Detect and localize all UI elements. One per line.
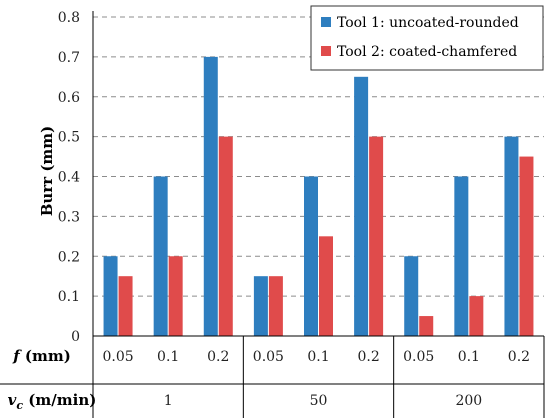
svg-text:vc (m/min): vc (m/min) [8,391,97,412]
bar-series-2 [419,316,434,336]
legend-swatch-tool-2 [321,46,331,56]
f-tick-label: 0.05 [403,349,434,365]
bar-series-1 [203,56,218,336]
y-tick-label: 0.3 [58,209,80,225]
bar-series-2 [218,136,233,336]
legend-label-tool-2: Tool 2: coated-chamfered [337,44,517,60]
f-tick-label: 0.1 [307,349,329,365]
bar-series-1 [153,176,168,336]
y-tick-label: 0.4 [58,170,80,186]
bars [103,56,534,336]
y-tick-label: 0.2 [58,249,80,265]
bar-series-2 [369,136,384,336]
y-tick-label: 0.1 [58,289,80,305]
f-tick-label: 0.2 [357,349,379,365]
vc-subscript: c [16,399,23,412]
f-tick-label: 0.1 [458,349,480,365]
y-tick-label: 0.5 [58,130,80,146]
f-row-label: f (mm) [12,347,71,365]
bar-series-2 [118,276,133,336]
f-unit: (mm) [20,347,71,365]
vc-tick-label: 1 [164,393,173,409]
legend-box [310,5,544,71]
y-tick-label: 0 [71,329,80,345]
bar-series-2 [469,296,484,336]
y-tick-label: 0.8 [58,10,80,26]
axes [92,11,544,337]
bar-series-2 [319,236,333,336]
svg-text:f (mm): f (mm) [12,347,71,365]
vc-row-label: vc (m/min) [8,391,97,412]
y-axis-title: Burr (mm) [38,126,56,217]
bar-series-2 [268,276,283,336]
bar-series-1 [103,256,118,336]
vc-symbol: v [8,391,17,409]
bar-series-1 [253,276,268,336]
legend-swatch-tool-1 [321,17,331,27]
legend-label-tool-1: Tool 1: uncoated-rounded [337,15,519,31]
bar-series-2 [168,256,183,336]
y-tick-label: 0.7 [58,50,80,66]
bar-series-1 [454,176,469,336]
legend: Tool 1: uncoated-rounded Tool 2: coated-… [310,5,544,71]
f-tick-label: 0.2 [207,349,229,365]
bar-series-1 [304,176,318,336]
f-tick-label: 0.1 [157,349,179,365]
vc-tick-label: 50 [310,393,328,409]
y-tick-label: 0.6 [58,90,80,106]
f-tick-label: 0.05 [253,349,284,365]
f-tick-label: 0.2 [508,349,530,365]
bar-series-1 [354,76,369,336]
category-table: 0.05 0.1 0.2 1 0.05 0.1 0.2 50 0.05 0.1 0.2 200 [0,336,545,418]
bar-series-1 [404,256,419,336]
bar-series-1 [504,136,519,336]
bar-series-2 [519,156,534,336]
vc-unit: (m/min) [23,391,96,409]
f-symbol: f [12,347,22,365]
vc-tick-label: 200 [455,393,482,409]
y-tick-labels: 0 0.1 0.2 0.3 0.4 0.5 0.6 0.7 0.8 [58,10,80,345]
f-tick-label: 0.05 [102,349,133,365]
